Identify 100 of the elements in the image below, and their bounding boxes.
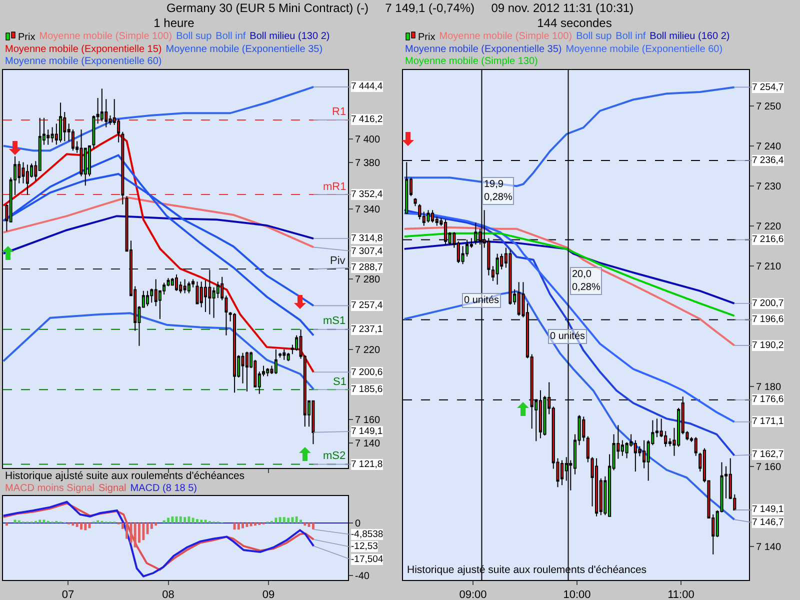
y-tick-label: 7 140 bbox=[756, 542, 782, 553]
candlestick bbox=[278, 352, 282, 358]
text: Moyenne mobile (Exponentielle 35) bbox=[405, 44, 562, 55]
line-series bbox=[3, 196, 315, 248]
candlestick bbox=[183, 278, 186, 294]
annotation: 7 288,7 bbox=[351, 262, 383, 273]
bar bbox=[192, 518, 194, 523]
candlestick bbox=[508, 250, 512, 306]
text: Moyenne mobile (Simple 130) bbox=[405, 56, 538, 67]
bar bbox=[14, 520, 16, 523]
y-tick-label: -40 bbox=[355, 571, 370, 582]
annotation: 7 190,2 bbox=[752, 340, 784, 351]
x-tick-label: 10:00 bbox=[563, 589, 591, 600]
bar bbox=[287, 518, 290, 523]
annotation: 19,9 0,28% bbox=[484, 179, 512, 203]
y-tick-label: 0 bbox=[355, 518, 361, 530]
bar bbox=[300, 520, 302, 523]
candlestick bbox=[26, 164, 29, 196]
bar bbox=[204, 520, 207, 523]
annotation: 0 unités bbox=[464, 295, 500, 306]
candlestick bbox=[282, 348, 286, 360]
text: Boll milieu (160 2) bbox=[650, 31, 730, 42]
text: Germany 30 (EUR 5 Mini Contract) (-) 7 149,1 (-0,74%) 09 nov. 2012 11:31 (10:31) bbox=[165, 1, 635, 15]
line-series bbox=[403, 290, 736, 521]
bar bbox=[179, 516, 182, 523]
candlestick bbox=[233, 312, 236, 394]
candlestick bbox=[59, 102, 62, 143]
bar bbox=[38, 520, 42, 523]
annotation: 7 307,4 bbox=[351, 246, 383, 257]
text: Moyenne mobile (Exponentielle 60) bbox=[5, 56, 162, 67]
candlestick bbox=[50, 126, 54, 143]
text: Boll inf bbox=[616, 31, 646, 42]
annotation: 7 416,2 bbox=[351, 114, 383, 125]
annotation: 7 254,7 bbox=[752, 82, 784, 93]
y-tick-label: 7 210 bbox=[756, 262, 782, 273]
candlestick bbox=[196, 281, 199, 304]
ref-line-label: mS1 bbox=[323, 315, 346, 327]
candlestick bbox=[312, 400, 315, 445]
annotation: 20,0 0,28% bbox=[572, 269, 600, 293]
bar bbox=[233, 522, 236, 530]
annotation: 7 149,1 bbox=[752, 504, 784, 515]
bar bbox=[184, 517, 186, 523]
chart-subtitle: 144 secondes bbox=[536, 16, 613, 30]
annotation: 7 200,6 bbox=[351, 367, 383, 378]
x-tick-label: 09:00 bbox=[459, 589, 487, 600]
annotation: -17,504 bbox=[351, 554, 384, 565]
line-series bbox=[403, 86, 736, 188]
text: Moyenne mobile (Exponentielle 35) bbox=[166, 44, 323, 55]
bar bbox=[167, 518, 170, 523]
bar bbox=[80, 522, 83, 530]
annotation: 7 176,6 bbox=[752, 394, 784, 405]
x-tick-label: 08 bbox=[162, 589, 174, 600]
y-tick-label: 7 180 bbox=[756, 382, 782, 393]
candlestick bbox=[414, 198, 417, 207]
candlestick bbox=[594, 458, 598, 517]
candlestick bbox=[175, 274, 178, 292]
candlestick bbox=[121, 131, 124, 205]
y-tick-label: 7 400 bbox=[355, 134, 380, 146]
candlestick bbox=[496, 253, 499, 286]
y-tick-label: 7 220 bbox=[355, 344, 380, 356]
bar bbox=[242, 522, 244, 528]
annotation: 7 257,4 bbox=[351, 300, 383, 311]
text: Historique ajusté suite aux roulements d'échéances bbox=[5, 470, 245, 482]
candlestick bbox=[245, 351, 248, 392]
annotation: 7 314,8 bbox=[351, 233, 383, 244]
text: MACD (8 18 5) bbox=[130, 483, 197, 494]
bar bbox=[246, 522, 248, 527]
bar bbox=[278, 517, 282, 523]
bar bbox=[162, 520, 166, 523]
annotation: 7 444,4 bbox=[351, 81, 383, 92]
bar bbox=[282, 517, 286, 523]
candlestick bbox=[560, 460, 564, 486]
annotation: 7 162,7 bbox=[752, 449, 784, 460]
annotation: 0 unités bbox=[550, 331, 586, 342]
y-tick-label: 7 140 bbox=[355, 438, 380, 450]
text: MACD moins Signal bbox=[5, 483, 94, 494]
candlestick bbox=[274, 348, 278, 374]
bar bbox=[72, 522, 74, 526]
text: Boll sup bbox=[176, 31, 212, 42]
annotation: 7 146,7 bbox=[752, 517, 784, 528]
y-tick-label: 7 240 bbox=[756, 142, 782, 153]
annotation: 7 216,6 bbox=[752, 234, 784, 245]
bar bbox=[250, 522, 252, 526]
text: Boll milieu (130 2) bbox=[250, 31, 330, 42]
annotation: 7 352,4 bbox=[351, 189, 383, 200]
bar bbox=[254, 522, 256, 526]
y-tick-label: 7 280 bbox=[355, 274, 380, 286]
candlestick bbox=[266, 368, 270, 377]
text: Moyenne mobile (Simple 100) bbox=[39, 31, 172, 42]
x-tick-label: 11:00 bbox=[668, 589, 694, 600]
candlestick bbox=[200, 281, 203, 308]
bar bbox=[96, 520, 100, 523]
y-tick-label: 7 380 bbox=[355, 158, 380, 169]
line-series bbox=[403, 226, 736, 346]
annotation: 7 237,1 bbox=[351, 324, 383, 335]
y-tick-label: 7 220 bbox=[756, 222, 782, 233]
ref-line-label: S1 bbox=[333, 376, 346, 388]
bar bbox=[291, 517, 294, 523]
series-label: Signal bbox=[98, 483, 126, 494]
bar bbox=[171, 516, 174, 523]
